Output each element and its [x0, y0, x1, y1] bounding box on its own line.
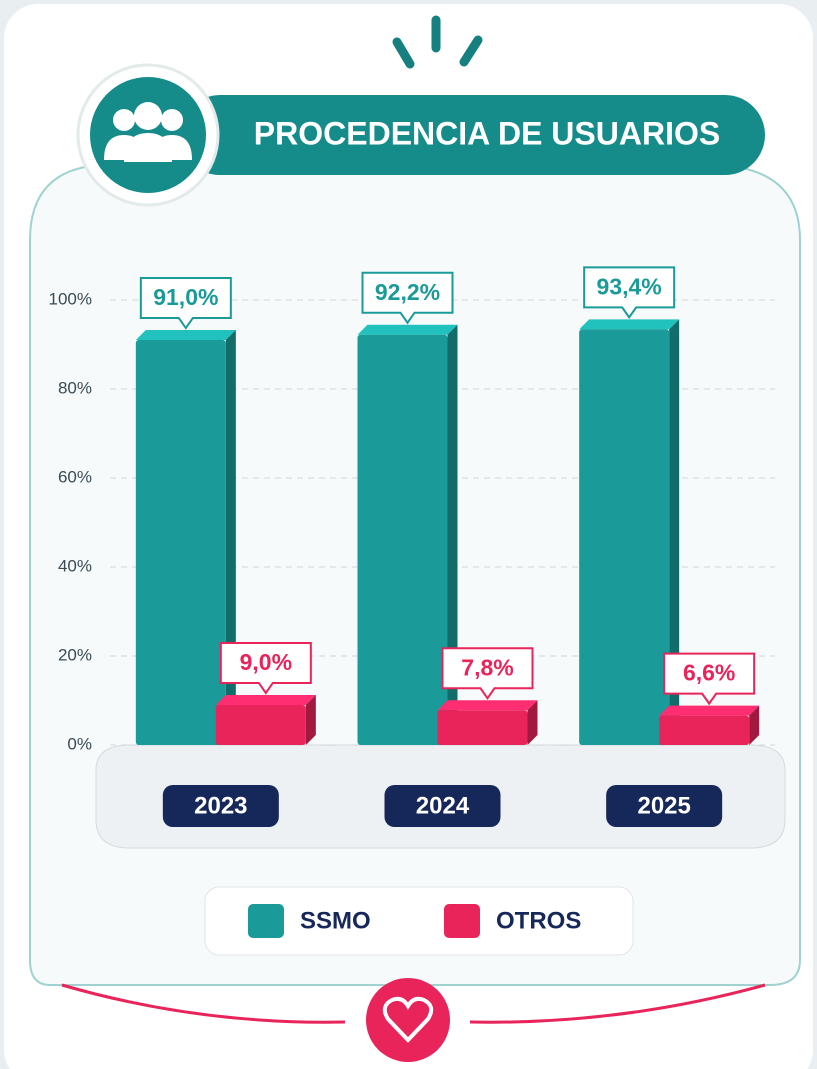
bar: [579, 329, 670, 745]
decor-line: [469, 983, 766, 1024]
decor-line: [61, 983, 346, 1024]
bar-side: [669, 319, 680, 745]
bar-side: [447, 324, 458, 745]
heart-icon: [382, 996, 434, 1043]
legend-box: [204, 886, 634, 956]
value-label: 6,6%: [683, 660, 735, 686]
category-badge: [384, 785, 501, 827]
value-label: 92,2%: [375, 279, 440, 305]
y-tick-label: 0%: [67, 734, 92, 753]
legend-label: OTROS: [496, 907, 581, 934]
category-badge: [162, 785, 279, 827]
value-label: 7,8%: [461, 654, 513, 680]
bar-top: [357, 324, 458, 335]
bar: [437, 710, 528, 745]
value-label-box: [441, 647, 534, 701]
title-banner: [180, 95, 765, 175]
x-tick-label: 2025: [637, 792, 690, 819]
value-label-box: [583, 266, 676, 320]
bar-top: [579, 319, 680, 330]
bar: [215, 704, 306, 745]
bar: [659, 715, 750, 745]
bar-top: [437, 700, 538, 711]
bar-side: [527, 700, 538, 745]
bar-side: [225, 330, 236, 745]
value-label: 9,0%: [240, 649, 292, 675]
chart-title: PROCEDENCIA DE USUARIOS: [254, 115, 720, 151]
legend-label: SSMO: [300, 907, 371, 934]
value-label: 91,0%: [153, 284, 218, 310]
y-tick-label: 60%: [58, 467, 92, 486]
bar-side: [305, 694, 316, 745]
category-badge: [606, 785, 723, 827]
y-tick-label: 20%: [58, 645, 92, 664]
bar: [357, 334, 448, 745]
value-label-box: [139, 277, 232, 330]
value-label-box: [219, 641, 312, 695]
users-icon: [104, 102, 192, 162]
sparkle: [392, 15, 483, 69]
bar-top: [215, 694, 316, 705]
bar: [135, 340, 226, 745]
x-tick-label: 2024: [416, 792, 470, 819]
value-label-box: [361, 271, 454, 325]
x-tick-label: 2023: [194, 792, 247, 819]
bar-top: [135, 330, 236, 341]
bar-top: [659, 705, 760, 716]
y-tick-label: 80%: [58, 378, 92, 397]
value-label: 93,4%: [597, 273, 662, 299]
bar-side: [749, 705, 760, 745]
y-tick-label: 100%: [49, 289, 92, 308]
plot: 0% 20% 40% 60% 80% 100% 91,0% 9,0% 2023 92,2% 7,8%…: [49, 266, 775, 827]
legend-swatch: [248, 904, 284, 938]
value-label-box: [663, 652, 756, 706]
y-tick-label: 40%: [58, 556, 92, 575]
legend-swatch: [444, 904, 480, 938]
heart-circle: [366, 978, 450, 1062]
